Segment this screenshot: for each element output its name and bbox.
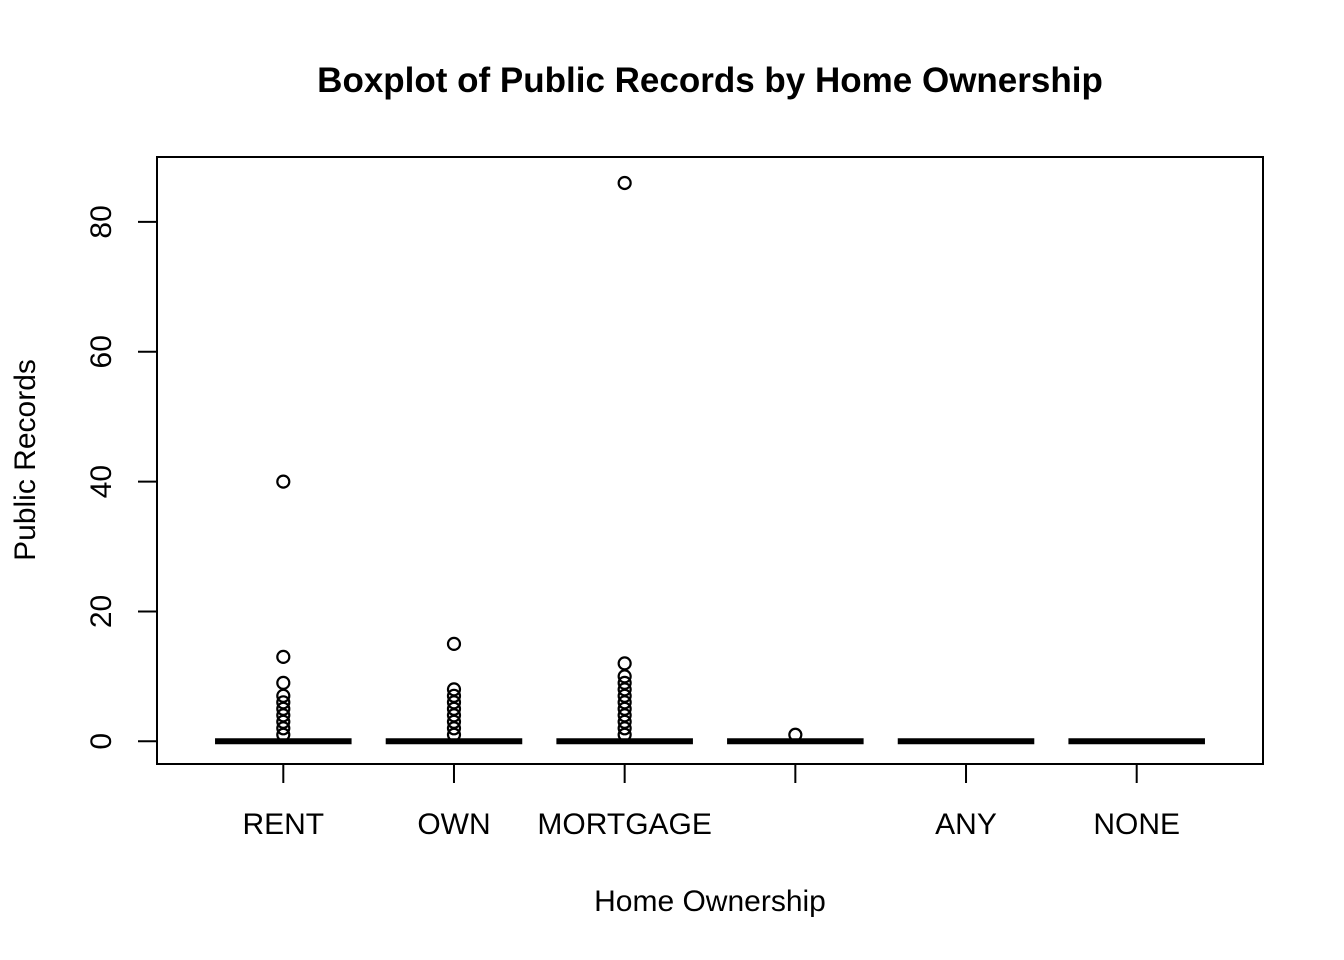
- y-tick-label: 80: [85, 205, 118, 238]
- boxes: [215, 175, 1205, 745]
- x-tick-label: ANY: [935, 808, 997, 841]
- plot-frame: [156, 156, 1264, 765]
- x-tick-label: NONE: [1093, 808, 1180, 841]
- y-axis-label: Public Records: [9, 359, 42, 561]
- x-tick-label: MORTGAGE: [537, 808, 711, 841]
- outlier-point: [276, 675, 291, 690]
- y-tick-label: 40: [85, 465, 118, 498]
- y-tick-label: 60: [85, 335, 118, 368]
- outlier-point: [617, 175, 632, 191]
- outlier-point: [617, 656, 632, 671]
- box-mortgage: [556, 175, 693, 745]
- box-own: [385, 636, 523, 745]
- outlier-point: [617, 675, 632, 690]
- outlier-point: [446, 682, 462, 697]
- x-tick-label: RENT: [242, 808, 324, 841]
- y-axis: 0 20 40 60 80: [85, 205, 158, 750]
- y-tick-label: 20: [85, 595, 118, 628]
- box-rent: [215, 474, 352, 745]
- outlier-point: [446, 636, 462, 651]
- outlier-point: [276, 695, 291, 710]
- outlier-point: [276, 474, 291, 489]
- box-unlabeled: [727, 727, 864, 745]
- outlier-point: [788, 727, 803, 742]
- x-axis-label: Home Ownership: [594, 885, 826, 918]
- outlier-point: [446, 688, 462, 703]
- x-tick-label: OWN: [417, 808, 490, 841]
- outlier-point: [276, 649, 291, 664]
- y-tick-label: 0: [85, 733, 118, 750]
- x-axis: RENT OWN MORTGAGE ANY NONE: [242, 763, 1180, 841]
- chart-title: Boxplot of Public Records by Home Owners…: [317, 61, 1103, 100]
